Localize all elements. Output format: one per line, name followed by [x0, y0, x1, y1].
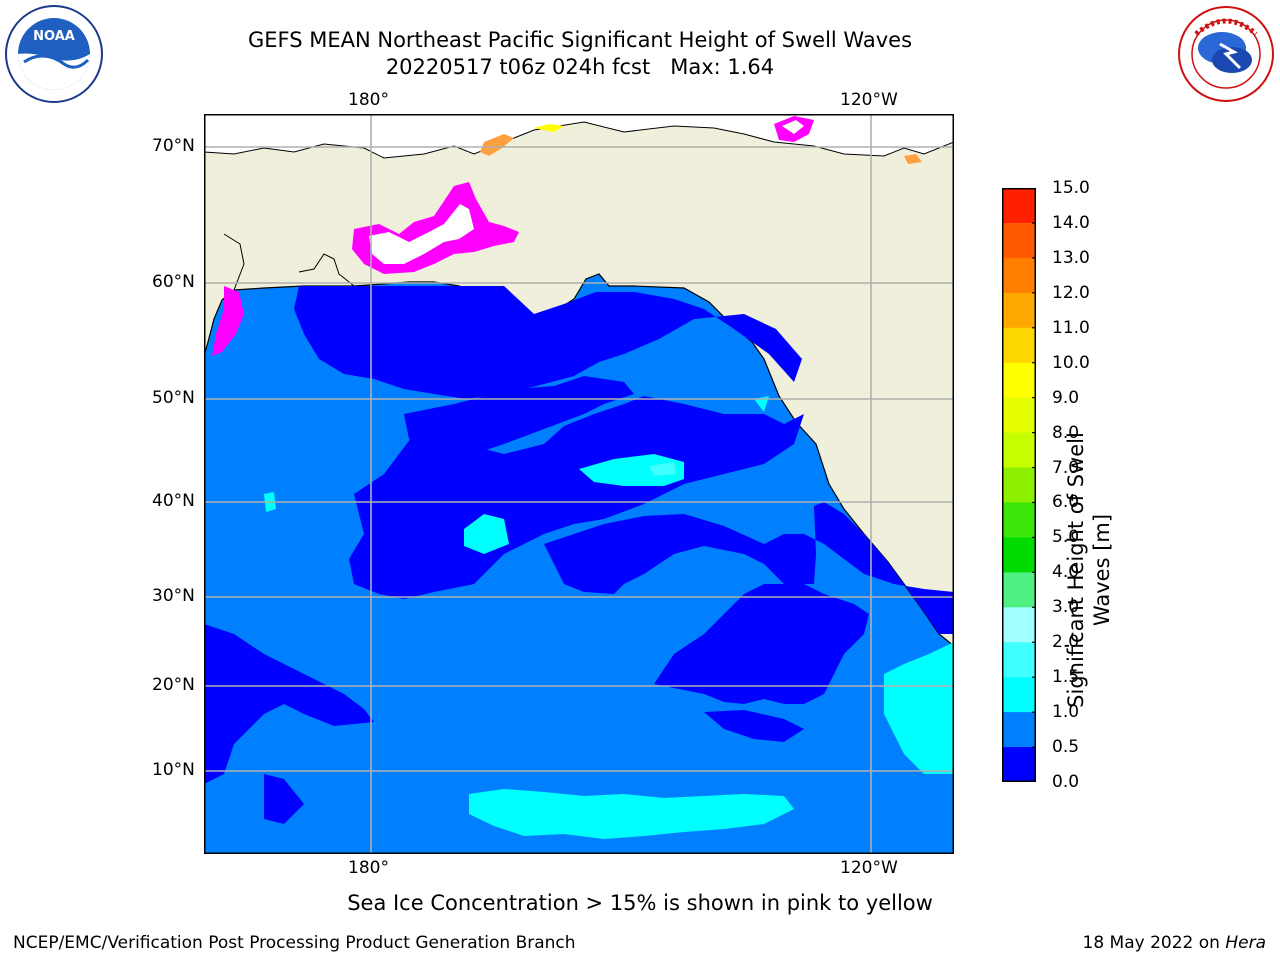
colorbar-tick-label: 8.0	[1052, 422, 1080, 443]
colorbar-tick-label: 0.0	[1052, 772, 1080, 792]
colorbar-segment	[1002, 222, 1036, 259]
lat-label-40n: 40°N	[152, 491, 195, 511]
lat-label-30n: 30°N	[152, 586, 195, 606]
colorbar-tick-label: 9.0	[1052, 387, 1080, 408]
colorbar-tick-label: 5.0	[1052, 527, 1080, 548]
lon-label-bottom-180: 180°	[348, 858, 389, 878]
lat-label-10n: 10°N	[152, 760, 195, 780]
colorbar-segment	[1002, 677, 1036, 713]
colorbar-tick-label: 11.0	[1052, 317, 1090, 338]
colorbar-segment	[1002, 432, 1036, 469]
colorbar-segment	[1002, 607, 1036, 643]
graticule	[204, 114, 954, 854]
colorbar-segment	[1002, 327, 1036, 364]
colorbar-segment	[1002, 257, 1036, 294]
colorbar-label-line1: Significant Height of Swell	[1064, 432, 1088, 708]
footer-host: Hera	[1225, 933, 1266, 953]
colorbar-tick-label: 14.0	[1052, 212, 1090, 233]
colorbar-tick-label: 15.0	[1052, 178, 1090, 198]
colorbar-tick-label: 3.0	[1052, 597, 1080, 618]
lat-label-50n: 50°N	[152, 388, 195, 408]
colorbar	[1002, 188, 1036, 782]
sea-ice-note: Sea Ice Concentration > 15% is shown in …	[347, 891, 933, 915]
swell-0-05m	[204, 286, 954, 824]
colorbar-tick-label: 1.5	[1052, 667, 1080, 688]
colorbar-segment	[1002, 642, 1036, 678]
nws-logo	[1176, 4, 1276, 108]
colorbar-segment	[1002, 362, 1036, 399]
lat-label-60n: 60°N	[152, 272, 195, 292]
footer-date: 18 May 2022 on Hera	[1083, 932, 1267, 954]
colorbar-segment	[1002, 397, 1036, 434]
chart-title-line1: GEFS MEAN Northeast Pacific Significant …	[247, 28, 913, 52]
colorbar-tick-label: 0.5	[1052, 737, 1080, 758]
lon-label-top-120w: 120°W	[840, 90, 898, 110]
colorbar-segment	[1002, 467, 1036, 503]
colorbar-segment	[1002, 537, 1036, 573]
colorbar-segment	[1002, 188, 1036, 224]
noaa-logo: NOAA	[4, 4, 104, 108]
lat-label-20n: 20°N	[152, 675, 195, 695]
swell-15-20m	[649, 462, 676, 476]
colorbar-tick-label: 10.0	[1052, 352, 1090, 373]
chart-title-line2: 20220517 t06z 024h fcst Max: 1.64	[385, 55, 775, 79]
colorbar-segment	[1002, 747, 1036, 782]
colorbar-tick-label: 1.0	[1052, 702, 1080, 723]
colorbar-tick-label: 4.0	[1052, 562, 1080, 583]
colorbar-axis-label: Significant Height of Swell Waves [m]	[1063, 432, 1163, 760]
lon-label-top-180: 180°	[348, 90, 389, 110]
colorbar-tick-label: 12.0	[1052, 282, 1090, 303]
colorbar-segment	[1002, 292, 1036, 329]
colorbar-tick-label: 13.0	[1052, 247, 1090, 268]
noaa-logo-text: NOAA	[33, 29, 75, 44]
footer-branch: NCEP/EMC/Verification Post Processing Pr…	[13, 933, 576, 953]
lat-label-70n: 70°N	[152, 136, 195, 156]
colorbar-tick-label: 7.0	[1052, 457, 1080, 478]
colorbar-tick-label: 6.0	[1052, 492, 1080, 513]
colorbar-segment	[1002, 712, 1036, 748]
colorbar-tick-label: 2.0	[1052, 632, 1080, 653]
sea-ice	[212, 116, 922, 356]
footer-date-text: 18 May 2022 on	[1082, 933, 1226, 953]
colorbar-label-line2: Waves [m]	[1090, 513, 1114, 627]
colorbar-segment	[1002, 502, 1036, 538]
swell-height-map	[204, 114, 954, 854]
map-frame	[204, 114, 954, 854]
colorbar-segment	[1002, 572, 1036, 608]
lon-label-bottom-120w: 120°W	[840, 858, 898, 878]
swell-10-15m	[264, 396, 954, 839]
